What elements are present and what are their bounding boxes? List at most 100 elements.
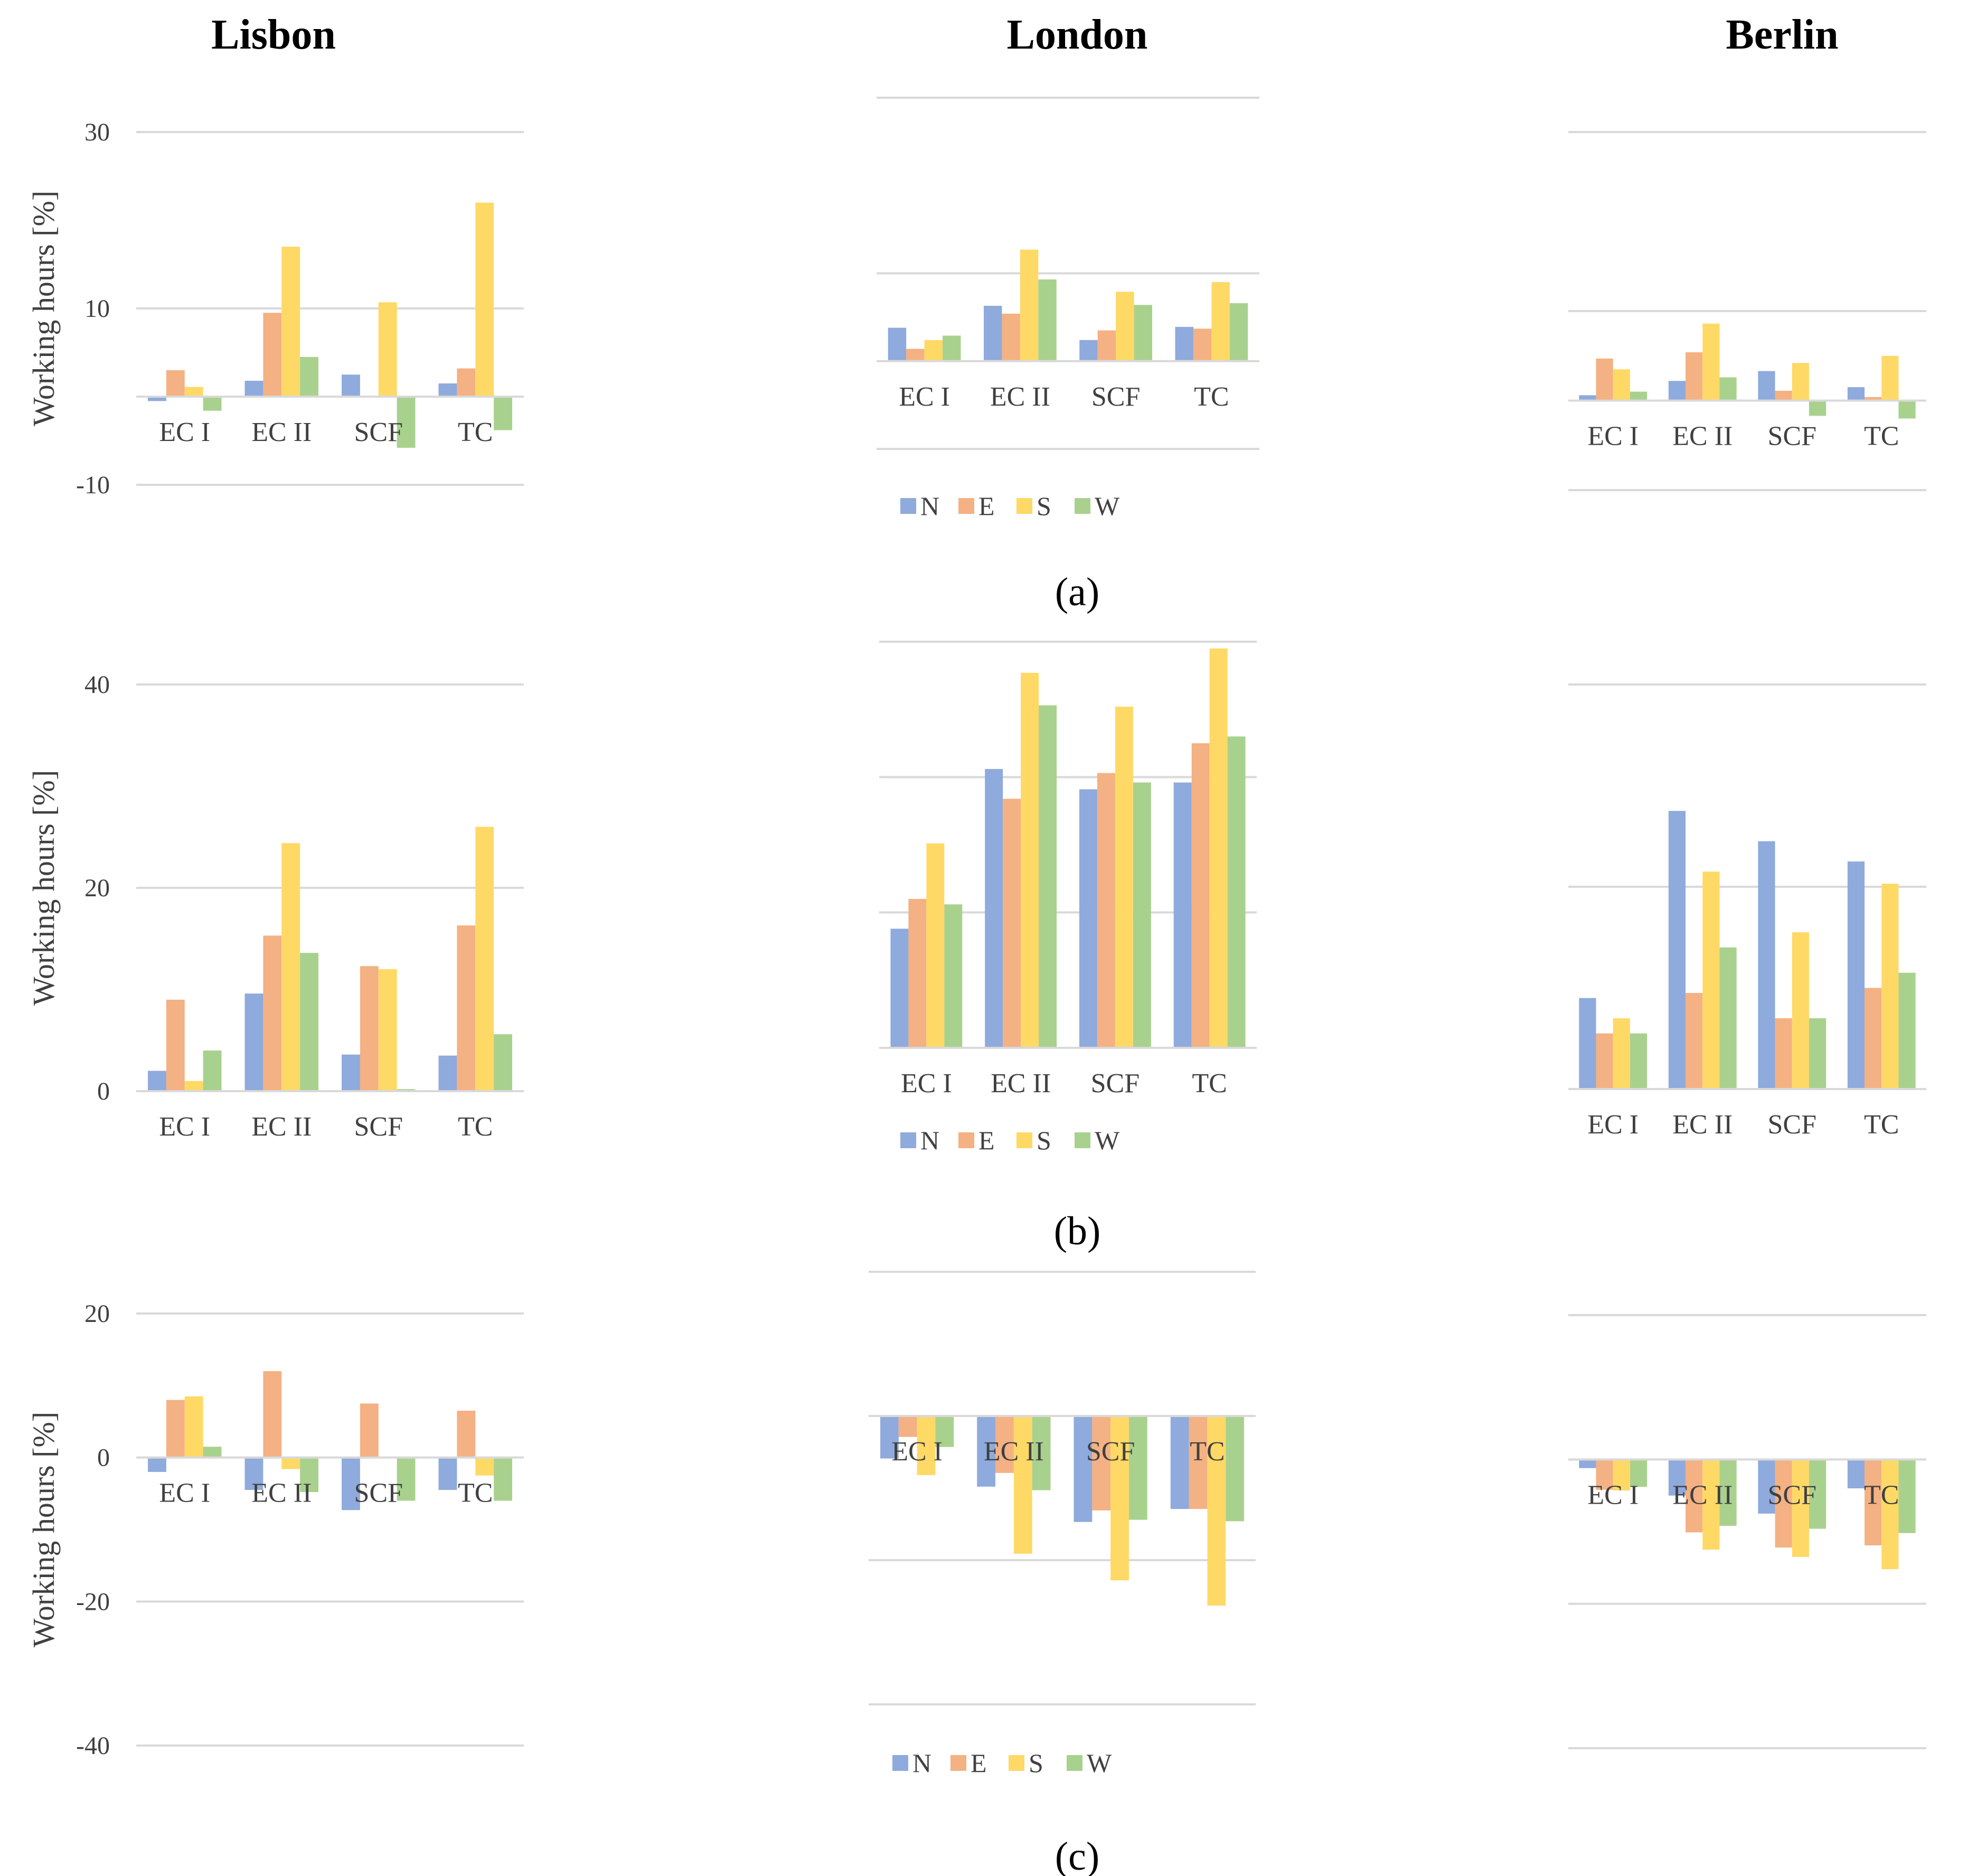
legend-swatch-n — [900, 498, 916, 514]
category-label: EC I — [159, 1112, 210, 1142]
bar-n — [880, 1416, 899, 1459]
bar-w — [203, 1447, 222, 1458]
bar-e — [360, 1403, 379, 1458]
bar-w — [203, 397, 222, 411]
bar-s — [924, 340, 943, 361]
bar-s — [1020, 249, 1039, 361]
y-tick-label: -40 — [76, 1732, 110, 1760]
bar-w — [1032, 1416, 1051, 1490]
bar-e — [1775, 1018, 1792, 1089]
chart-b-berlin: EC I EC II SCF TC — [1568, 683, 1926, 1140]
bar-s — [1613, 1018, 1630, 1089]
bar-w — [1039, 705, 1057, 1048]
bar-w — [397, 1457, 416, 1501]
city-title-lisbon: Lisbon — [211, 12, 336, 58]
bar-s — [184, 387, 203, 397]
bar-e — [906, 349, 925, 361]
bar-w — [203, 1050, 222, 1091]
bar-e — [263, 935, 282, 1091]
city-title-london: London — [1007, 12, 1148, 58]
bar-n — [1758, 371, 1775, 401]
bar-n — [1579, 998, 1596, 1089]
bar-n — [1758, 841, 1775, 1089]
bar-n — [1668, 381, 1686, 401]
bar-n — [148, 1071, 166, 1091]
bar-e — [457, 925, 476, 1091]
legend-swatch-w — [1075, 498, 1090, 514]
chart-a-london: EC I EC II SCF TC — [877, 97, 1259, 450]
legend-label-s: S — [1037, 1125, 1051, 1155]
legend-swatch-s — [1016, 498, 1032, 514]
bar-e — [1191, 743, 1210, 1048]
bar-w — [300, 953, 318, 1091]
bar-w — [300, 1457, 318, 1493]
bar-w — [494, 397, 512, 430]
bar-n — [1579, 395, 1596, 401]
y-tick-label: -10 — [76, 471, 110, 499]
bar-w — [1719, 377, 1737, 401]
bar-s — [1792, 363, 1809, 401]
bar-e — [1865, 1459, 1882, 1545]
bar-s — [1792, 932, 1809, 1089]
category-label: SCF — [354, 1112, 403, 1142]
category-label: EC I — [159, 1478, 210, 1508]
panel-caption-a: (a) — [1055, 570, 1099, 614]
category-label: EC II — [251, 417, 312, 447]
bar-w — [1128, 1416, 1147, 1520]
bar-w — [1229, 303, 1248, 361]
bar-e — [995, 1416, 1014, 1473]
bar-e — [166, 999, 185, 1091]
legend-swatch-e — [950, 1755, 966, 1771]
bar-w — [944, 904, 963, 1048]
category-label: TC — [1190, 1437, 1225, 1467]
bar-e — [166, 1400, 185, 1458]
bar-s — [1116, 292, 1134, 361]
bar-n — [977, 1416, 996, 1487]
bar-n — [148, 397, 166, 401]
legend-label-w: W — [1095, 491, 1120, 521]
legend-label-n: N — [920, 491, 939, 521]
bar-s — [1702, 1459, 1720, 1550]
bar-s — [475, 1457, 494, 1476]
bar-s — [281, 843, 300, 1091]
bar-w — [1809, 1459, 1827, 1529]
category-label: TC — [1864, 1110, 1899, 1140]
category-label: SCF — [1086, 1437, 1135, 1467]
bar-s — [1209, 648, 1228, 1048]
bar-s — [1702, 323, 1720, 401]
chart-b-london: EC I EC II SCF TC — [879, 641, 1257, 1099]
bar-w — [1898, 972, 1916, 1089]
bar-s — [1211, 282, 1230, 361]
category-label: EC II — [1672, 1480, 1733, 1510]
bar-n — [342, 1457, 360, 1511]
category-label: EC II — [984, 1437, 1044, 1467]
bar-w — [1719, 947, 1737, 1089]
bar-e — [1002, 313, 1020, 361]
bar-e — [457, 1411, 476, 1458]
category-label: TC — [458, 1478, 493, 1508]
bar-n — [1079, 340, 1098, 361]
bar-w — [1227, 736, 1246, 1048]
legend-label-e: E — [971, 1748, 987, 1778]
chart-c-berlin: EC I EC II SCF TC — [1568, 1314, 1926, 1749]
bar-e — [263, 1371, 282, 1458]
y-tick-label: 20 — [84, 874, 110, 902]
legend-label-e: E — [978, 1125, 995, 1155]
legend-swatch-e — [958, 1132, 974, 1148]
bar-w — [935, 1416, 954, 1447]
bar-n — [1758, 1459, 1775, 1514]
legend-label-n: N — [920, 1125, 939, 1155]
y-tick-label: 20 — [84, 1300, 110, 1328]
bar-n — [1170, 1416, 1189, 1509]
category-label: SCF — [1091, 1068, 1140, 1099]
bar-n — [890, 928, 909, 1048]
bar-e — [166, 370, 185, 397]
bar-s — [1792, 1459, 1809, 1557]
bar-w — [1134, 305, 1152, 361]
bar-e — [1596, 1459, 1613, 1490]
bar-s — [184, 1081, 203, 1091]
legend-swatch-s — [1009, 1755, 1024, 1771]
